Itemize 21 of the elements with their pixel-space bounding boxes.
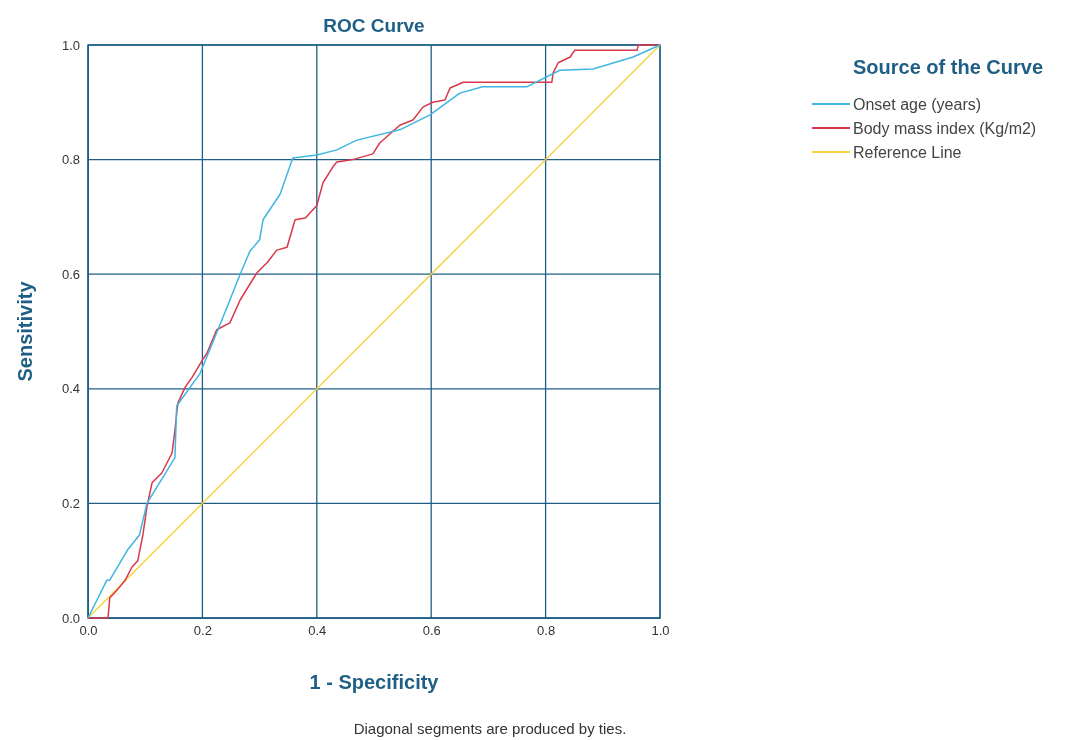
- x-tick-label: 1.0: [651, 623, 670, 639]
- y-tick-label: 0.4: [61, 381, 80, 397]
- legend-label: Onset age (years): [853, 96, 982, 113]
- legend-label: Reference Line: [853, 144, 962, 161]
- x-tick-label: 0.4: [308, 623, 327, 639]
- legend-title: Source of the Curve: [852, 56, 1044, 78]
- y-tick-label: 0.0: [61, 610, 80, 626]
- line-series: [87, 44, 661, 619]
- x-tick-label: 0.6: [422, 623, 441, 639]
- x-tick-label: 0.0: [79, 623, 98, 639]
- x-tick-label: 0.8: [537, 623, 556, 639]
- y-tick-label: 0.6: [61, 266, 80, 282]
- x-tick-label: 0.2: [193, 623, 212, 639]
- y-axis-title: Sensitivity: [14, 280, 36, 382]
- chart-title: ROC Curve: [323, 15, 425, 36]
- legend-label: Body mass index (Kg/m2): [853, 120, 1037, 137]
- y-tick-label: 0.2: [61, 496, 80, 512]
- text: Diagonal segments are produced by ties.: [353, 720, 627, 737]
- y-tick-label: 1.0: [61, 37, 80, 53]
- x-axis-title: 1 - Specificity: [309, 671, 440, 693]
- y-tick-label: 0.8: [61, 152, 80, 168]
